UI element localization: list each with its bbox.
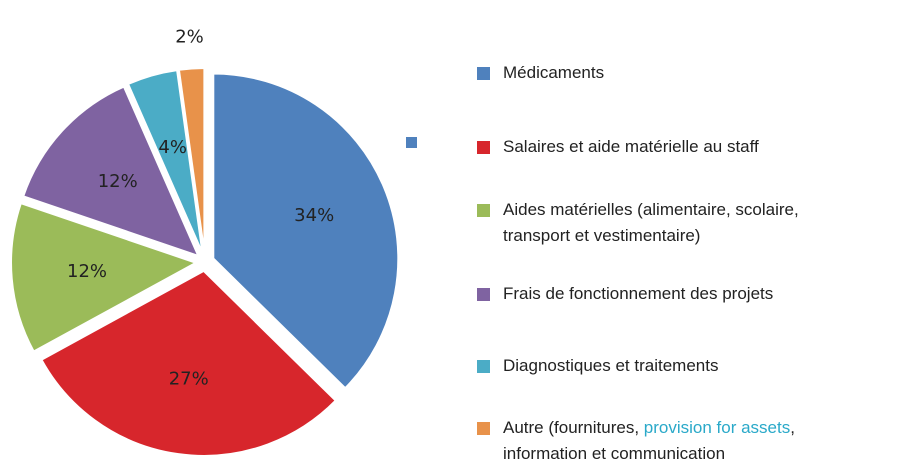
data-label: 2% xyxy=(175,27,204,48)
data-label: 12% xyxy=(98,171,138,192)
pie-slice xyxy=(21,85,201,258)
data-label: 27% xyxy=(169,368,209,389)
pie-slice xyxy=(40,269,338,457)
legend-swatch xyxy=(477,360,490,373)
legend-label: Frais de fonctionnement des projets xyxy=(503,284,774,303)
data-label: 12% xyxy=(67,261,107,282)
pie-slice xyxy=(212,72,400,390)
legend-label: Médicaments xyxy=(503,63,605,82)
data-label: 34% xyxy=(294,205,334,226)
decoration xyxy=(406,137,417,148)
legend-label: Autre (fournitures, provision for assets… xyxy=(503,418,795,463)
legend-swatch xyxy=(477,422,490,435)
legend-label: Aides matérielles (alimentaire, scolaire… xyxy=(503,200,799,245)
pie-slice xyxy=(10,201,199,353)
legend-label: Diagnostiques et traitements xyxy=(503,356,719,375)
legend-label: Salaires et aide matérielle au staff xyxy=(503,137,759,156)
legend-swatch xyxy=(477,288,490,301)
legend-swatch xyxy=(477,204,490,217)
legend-swatch xyxy=(477,67,490,80)
data-label: 4% xyxy=(158,137,187,158)
pie-slice xyxy=(177,67,206,254)
pie-slice xyxy=(126,68,204,254)
legend-swatch xyxy=(477,141,490,154)
